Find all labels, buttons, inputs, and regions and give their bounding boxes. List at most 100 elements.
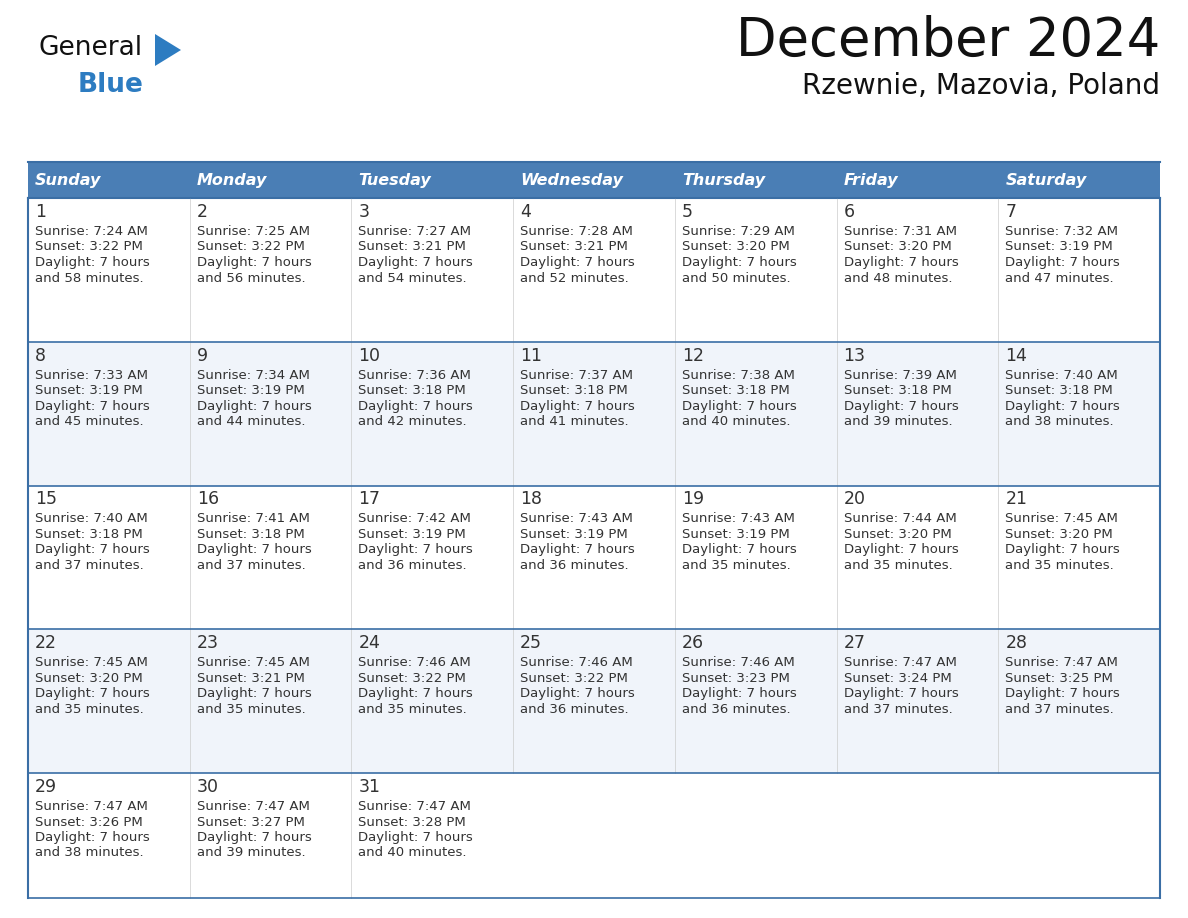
Text: Daylight: 7 hours: Daylight: 7 hours bbox=[843, 688, 959, 700]
Text: and 42 minutes.: and 42 minutes. bbox=[359, 415, 467, 429]
Text: December 2024: December 2024 bbox=[735, 15, 1159, 67]
Text: Sunset: 3:18 PM: Sunset: 3:18 PM bbox=[34, 528, 143, 541]
Bar bbox=[513, 486, 675, 629]
Text: Sunset: 3:20 PM: Sunset: 3:20 PM bbox=[843, 528, 952, 541]
Text: and 35 minutes.: and 35 minutes. bbox=[843, 559, 953, 572]
Text: 30: 30 bbox=[197, 778, 219, 796]
Text: and 39 minutes.: and 39 minutes. bbox=[197, 846, 305, 859]
Text: Daylight: 7 hours: Daylight: 7 hours bbox=[197, 399, 311, 413]
Text: and 50 minutes.: and 50 minutes. bbox=[682, 272, 790, 285]
Text: and 44 minutes.: and 44 minutes. bbox=[197, 415, 305, 429]
Text: 12: 12 bbox=[682, 347, 703, 364]
Text: Daylight: 7 hours: Daylight: 7 hours bbox=[520, 256, 634, 269]
Text: Daylight: 7 hours: Daylight: 7 hours bbox=[1005, 256, 1120, 269]
Bar bbox=[998, 162, 1159, 198]
Text: Sunset: 3:19 PM: Sunset: 3:19 PM bbox=[520, 528, 628, 541]
Bar bbox=[513, 198, 675, 341]
Text: and 58 minutes.: and 58 minutes. bbox=[34, 272, 144, 285]
Text: Daylight: 7 hours: Daylight: 7 hours bbox=[34, 543, 150, 556]
Text: and 54 minutes.: and 54 minutes. bbox=[359, 272, 467, 285]
Text: 27: 27 bbox=[843, 634, 866, 653]
Text: 17: 17 bbox=[359, 490, 380, 509]
Text: 28: 28 bbox=[1005, 634, 1028, 653]
Text: Daylight: 7 hours: Daylight: 7 hours bbox=[843, 399, 959, 413]
Text: Sunset: 3:21 PM: Sunset: 3:21 PM bbox=[197, 672, 304, 685]
Bar bbox=[190, 162, 352, 198]
Text: 6: 6 bbox=[843, 203, 854, 221]
Text: and 35 minutes.: and 35 minutes. bbox=[34, 703, 144, 716]
Text: 4: 4 bbox=[520, 203, 531, 221]
Bar bbox=[190, 629, 352, 773]
Text: Daylight: 7 hours: Daylight: 7 hours bbox=[359, 688, 473, 700]
Text: Daylight: 7 hours: Daylight: 7 hours bbox=[197, 256, 311, 269]
Text: Sunset: 3:18 PM: Sunset: 3:18 PM bbox=[197, 528, 304, 541]
Text: Daylight: 7 hours: Daylight: 7 hours bbox=[1005, 543, 1120, 556]
Text: and 37 minutes.: and 37 minutes. bbox=[197, 559, 305, 572]
Text: Daylight: 7 hours: Daylight: 7 hours bbox=[520, 543, 634, 556]
Text: Daylight: 7 hours: Daylight: 7 hours bbox=[843, 256, 959, 269]
Bar bbox=[836, 629, 998, 773]
Bar bbox=[998, 773, 1159, 898]
Bar bbox=[352, 198, 513, 341]
Text: Sunset: 3:23 PM: Sunset: 3:23 PM bbox=[682, 672, 790, 685]
Text: Daylight: 7 hours: Daylight: 7 hours bbox=[34, 688, 150, 700]
Bar bbox=[29, 341, 190, 486]
Text: and 56 minutes.: and 56 minutes. bbox=[197, 272, 305, 285]
Text: 16: 16 bbox=[197, 490, 219, 509]
Text: 18: 18 bbox=[520, 490, 542, 509]
Text: 22: 22 bbox=[34, 634, 57, 653]
Text: Sunrise: 7:47 AM: Sunrise: 7:47 AM bbox=[1005, 656, 1118, 669]
Text: 9: 9 bbox=[197, 347, 208, 364]
Text: Daylight: 7 hours: Daylight: 7 hours bbox=[682, 543, 797, 556]
Text: Sunrise: 7:45 AM: Sunrise: 7:45 AM bbox=[1005, 512, 1118, 525]
Text: 15: 15 bbox=[34, 490, 57, 509]
Text: Sunrise: 7:34 AM: Sunrise: 7:34 AM bbox=[197, 369, 310, 382]
Text: Sunset: 3:20 PM: Sunset: 3:20 PM bbox=[843, 241, 952, 253]
Text: Sunrise: 7:43 AM: Sunrise: 7:43 AM bbox=[682, 512, 795, 525]
Bar bbox=[352, 486, 513, 629]
Text: Monday: Monday bbox=[197, 173, 267, 187]
Text: and 47 minutes.: and 47 minutes. bbox=[1005, 272, 1114, 285]
Text: Sunset: 3:21 PM: Sunset: 3:21 PM bbox=[520, 241, 628, 253]
Text: Sunrise: 7:32 AM: Sunrise: 7:32 AM bbox=[1005, 225, 1118, 238]
Text: Sunrise: 7:31 AM: Sunrise: 7:31 AM bbox=[843, 225, 956, 238]
Text: Sunrise: 7:45 AM: Sunrise: 7:45 AM bbox=[197, 656, 310, 669]
Text: 1: 1 bbox=[34, 203, 46, 221]
Text: Sunset: 3:22 PM: Sunset: 3:22 PM bbox=[520, 672, 628, 685]
Bar bbox=[998, 629, 1159, 773]
Text: Sunrise: 7:47 AM: Sunrise: 7:47 AM bbox=[359, 800, 472, 813]
Bar bbox=[998, 198, 1159, 341]
Text: Sunset: 3:24 PM: Sunset: 3:24 PM bbox=[843, 672, 952, 685]
Text: Sunrise: 7:39 AM: Sunrise: 7:39 AM bbox=[843, 369, 956, 382]
Text: Sunset: 3:18 PM: Sunset: 3:18 PM bbox=[682, 385, 790, 397]
Text: and 36 minutes.: and 36 minutes. bbox=[682, 703, 790, 716]
Text: Sunset: 3:18 PM: Sunset: 3:18 PM bbox=[843, 385, 952, 397]
Text: Sunrise: 7:27 AM: Sunrise: 7:27 AM bbox=[359, 225, 472, 238]
Bar bbox=[998, 486, 1159, 629]
Bar bbox=[675, 198, 836, 341]
Text: Daylight: 7 hours: Daylight: 7 hours bbox=[520, 399, 634, 413]
Text: 7: 7 bbox=[1005, 203, 1016, 221]
Text: 8: 8 bbox=[34, 347, 46, 364]
Text: Sunset: 3:22 PM: Sunset: 3:22 PM bbox=[34, 241, 143, 253]
Text: Sunset: 3:18 PM: Sunset: 3:18 PM bbox=[359, 385, 466, 397]
Text: Sunrise: 7:24 AM: Sunrise: 7:24 AM bbox=[34, 225, 147, 238]
Text: Sunset: 3:25 PM: Sunset: 3:25 PM bbox=[1005, 672, 1113, 685]
Bar bbox=[190, 773, 352, 898]
Text: Sunset: 3:18 PM: Sunset: 3:18 PM bbox=[520, 385, 628, 397]
Bar bbox=[352, 629, 513, 773]
Text: Daylight: 7 hours: Daylight: 7 hours bbox=[197, 543, 311, 556]
Text: Sunset: 3:20 PM: Sunset: 3:20 PM bbox=[682, 241, 790, 253]
Text: and 37 minutes.: and 37 minutes. bbox=[1005, 703, 1114, 716]
Bar bbox=[190, 198, 352, 341]
Text: Sunrise: 7:46 AM: Sunrise: 7:46 AM bbox=[520, 656, 633, 669]
Bar bbox=[513, 162, 675, 198]
Bar bbox=[29, 198, 190, 341]
Text: and 48 minutes.: and 48 minutes. bbox=[843, 272, 952, 285]
Text: Sunrise: 7:46 AM: Sunrise: 7:46 AM bbox=[682, 656, 795, 669]
Text: Sunset: 3:19 PM: Sunset: 3:19 PM bbox=[359, 528, 466, 541]
Text: and 38 minutes.: and 38 minutes. bbox=[1005, 415, 1114, 429]
Text: Sunrise: 7:29 AM: Sunrise: 7:29 AM bbox=[682, 225, 795, 238]
Text: Sunrise: 7:36 AM: Sunrise: 7:36 AM bbox=[359, 369, 472, 382]
Text: Sunrise: 7:43 AM: Sunrise: 7:43 AM bbox=[520, 512, 633, 525]
